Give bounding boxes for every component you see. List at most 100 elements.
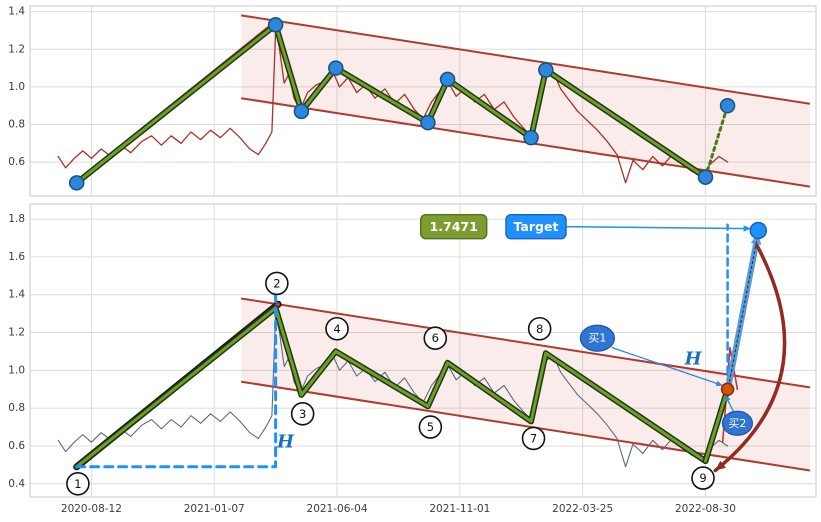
y-tick-label: 0.8 bbox=[8, 402, 25, 414]
wave-number-label: 5 bbox=[427, 420, 434, 434]
wave-number-circle bbox=[290, 402, 315, 426]
pivot-dots-dot bbox=[328, 60, 344, 76]
wave-number-circle bbox=[66, 471, 90, 496]
buy1-pointer-arrow bbox=[611, 347, 724, 387]
zigzag-tail-dotted-path bbox=[704, 104, 730, 179]
y-tick-label: 1.4 bbox=[8, 289, 25, 301]
zigzag-line-path bbox=[75, 306, 707, 469]
pivot-dots-dot bbox=[538, 62, 554, 78]
top-panel: 0.6 0.8 1.0 1.2 1.4 bbox=[8, 5, 817, 197]
channel-upper-line bbox=[241, 14, 811, 105]
arrowhead bbox=[715, 460, 726, 471]
wave-number-label: 6 bbox=[432, 331, 439, 345]
buy2-badge-text: 买2 bbox=[728, 417, 746, 430]
wave-numbers: 1 2 3 4 5 6 7 8 9 bbox=[66, 271, 715, 496]
arrowhead bbox=[743, 225, 751, 232]
top-annotation-layer bbox=[68, 17, 736, 191]
h-measure-dashed-path bbox=[75, 280, 278, 469]
pivot-dots-dot bbox=[68, 175, 85, 191]
zigzag-tail bbox=[702, 386, 731, 465]
y-tick-label: 0.6 bbox=[8, 156, 25, 168]
wave-number-circle bbox=[325, 316, 349, 341]
y-tick-label: 1.2 bbox=[8, 327, 25, 339]
buy1-badge: 买1 bbox=[579, 324, 615, 352]
buy1-badge-text: 买1 bbox=[588, 332, 606, 345]
pivot-dots-dot bbox=[523, 129, 539, 146]
x-tick-label: 2021-11-01 bbox=[429, 503, 490, 515]
buy-to-target-dotted bbox=[726, 231, 759, 392]
pivot-dots-dot bbox=[293, 103, 310, 120]
wave-number-label: 7 bbox=[530, 431, 537, 445]
y-tick-label: 0.4 bbox=[8, 478, 25, 490]
y-tick-label: 0.6 bbox=[8, 440, 25, 452]
pivot-dots-dot bbox=[420, 114, 436, 131]
wave-number-label: 9 bbox=[699, 471, 706, 485]
target-dot bbox=[749, 221, 768, 240]
h-label-left: H bbox=[276, 432, 295, 453]
h-label-right: H bbox=[684, 349, 703, 370]
target-word-box-text: Target bbox=[514, 219, 559, 234]
y-tick-label: 1.0 bbox=[8, 364, 25, 376]
y-tick-label: 0.8 bbox=[8, 119, 25, 131]
h-measure-dashed bbox=[75, 280, 278, 469]
arrowhead bbox=[715, 380, 723, 387]
zigzag-line bbox=[73, 305, 709, 470]
wave-number-label: 3 bbox=[299, 407, 306, 421]
bottom-annotation-layer: 1 2 3 4 5 6 7 8 9 1.7471 Target 买1 买2 H H bbox=[66, 213, 787, 496]
target-dot-dot bbox=[749, 221, 768, 240]
channel-lower-line bbox=[241, 380, 811, 472]
breakout-dot-dot bbox=[720, 382, 735, 397]
zigzag-tail-dotted bbox=[704, 104, 730, 179]
y-tick-label: 1.4 bbox=[8, 6, 25, 18]
buy2-pointer-arrow bbox=[724, 394, 735, 413]
pivot-dots-dot bbox=[697, 169, 714, 185]
wave-number-label: 1 bbox=[74, 477, 81, 491]
x-tick-label: 2022-03-25 bbox=[552, 503, 613, 515]
buy2-badge-shape bbox=[721, 410, 754, 436]
x-tick-label: 2021-06-04 bbox=[307, 503, 368, 515]
wave-number-circle bbox=[691, 466, 715, 490]
buy1-pointer-arrow-shaft bbox=[611, 347, 724, 387]
wave-number-label: 4 bbox=[333, 322, 340, 336]
buy2-badge: 买2 bbox=[721, 410, 754, 436]
zigzag-tail-path bbox=[704, 387, 730, 463]
target-value-box: 1.7471 bbox=[420, 213, 488, 240]
target-pointer-arrow-shaft bbox=[559, 225, 752, 230]
y-tick-label: 1.8 bbox=[8, 213, 25, 225]
recent-spike bbox=[721, 346, 739, 444]
buy1-badge-shape bbox=[579, 324, 615, 352]
wave-number-label: 2 bbox=[273, 276, 280, 290]
target-pointer-arrow bbox=[559, 225, 752, 232]
y-tick-label: 1.6 bbox=[8, 251, 25, 263]
wave-number-circle bbox=[418, 415, 443, 439]
pivot-dots-dot bbox=[267, 17, 284, 33]
pullback-curve-arrow-path bbox=[713, 243, 787, 473]
channel-upper-line bbox=[241, 297, 811, 389]
y-tick-label: 1.2 bbox=[8, 43, 25, 55]
arrowhead bbox=[725, 394, 731, 402]
wave-number-circle bbox=[423, 326, 448, 351]
buy-to-target-dotted-path bbox=[726, 231, 759, 392]
channel-fill bbox=[241, 15, 810, 187]
target-value-box-text: 1.7471 bbox=[430, 219, 478, 234]
pullback-curve-arrow bbox=[713, 243, 787, 473]
x-tick-label: 2022-08-30 bbox=[675, 503, 736, 515]
x-tick-label: 2020-08-12 bbox=[61, 503, 122, 515]
h-label-right: H bbox=[684, 349, 703, 370]
wave-number-label: 8 bbox=[536, 322, 543, 336]
target-value-box-rect bbox=[420, 213, 488, 240]
channel-band bbox=[241, 297, 811, 472]
pivot-dots-dot bbox=[719, 97, 736, 114]
recent-spike-path bbox=[721, 346, 739, 444]
channel-fill bbox=[241, 298, 810, 471]
bottom-plot-layer bbox=[57, 223, 811, 472]
pivot-dots bbox=[68, 17, 736, 191]
top-grid: 0.6 0.8 1.0 1.2 1.4 bbox=[8, 6, 816, 196]
h-label-left: H bbox=[276, 432, 295, 453]
breakout-dot bbox=[720, 382, 735, 397]
bottom-panel: 0.4 0.6 0.8 1.0 1.2 1.4 1.6 1.8 2020-08-12 2021-0… bbox=[8, 203, 817, 515]
wave-number-circle bbox=[265, 271, 289, 296]
wave-number-circle bbox=[521, 426, 546, 451]
